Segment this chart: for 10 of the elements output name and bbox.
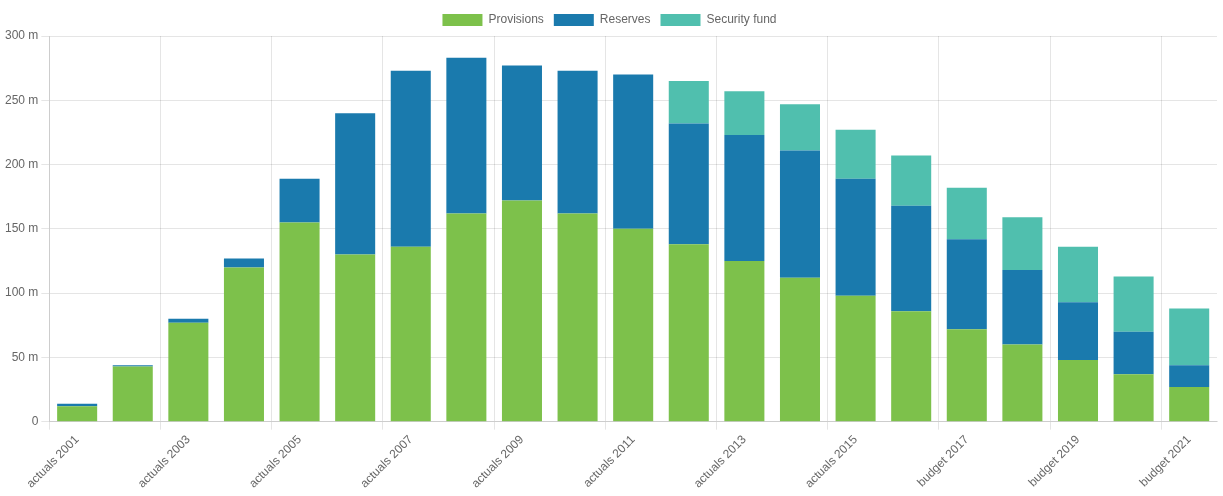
legend-label: Provisions bbox=[488, 12, 544, 27]
y-tick-label: 300 m bbox=[4, 28, 39, 43]
y-tick-label: 200 m bbox=[4, 156, 39, 171]
y-tick-label: 250 m bbox=[4, 92, 39, 107]
y-tick-label: 50 m bbox=[11, 349, 39, 364]
y-tick-label: 0 bbox=[31, 414, 39, 429]
y-tick-label: 100 m bbox=[4, 285, 39, 300]
legend-label: Reserves bbox=[599, 12, 651, 27]
y-tick-label: 150 m bbox=[4, 221, 39, 236]
legend-label: Security fund bbox=[706, 12, 777, 27]
